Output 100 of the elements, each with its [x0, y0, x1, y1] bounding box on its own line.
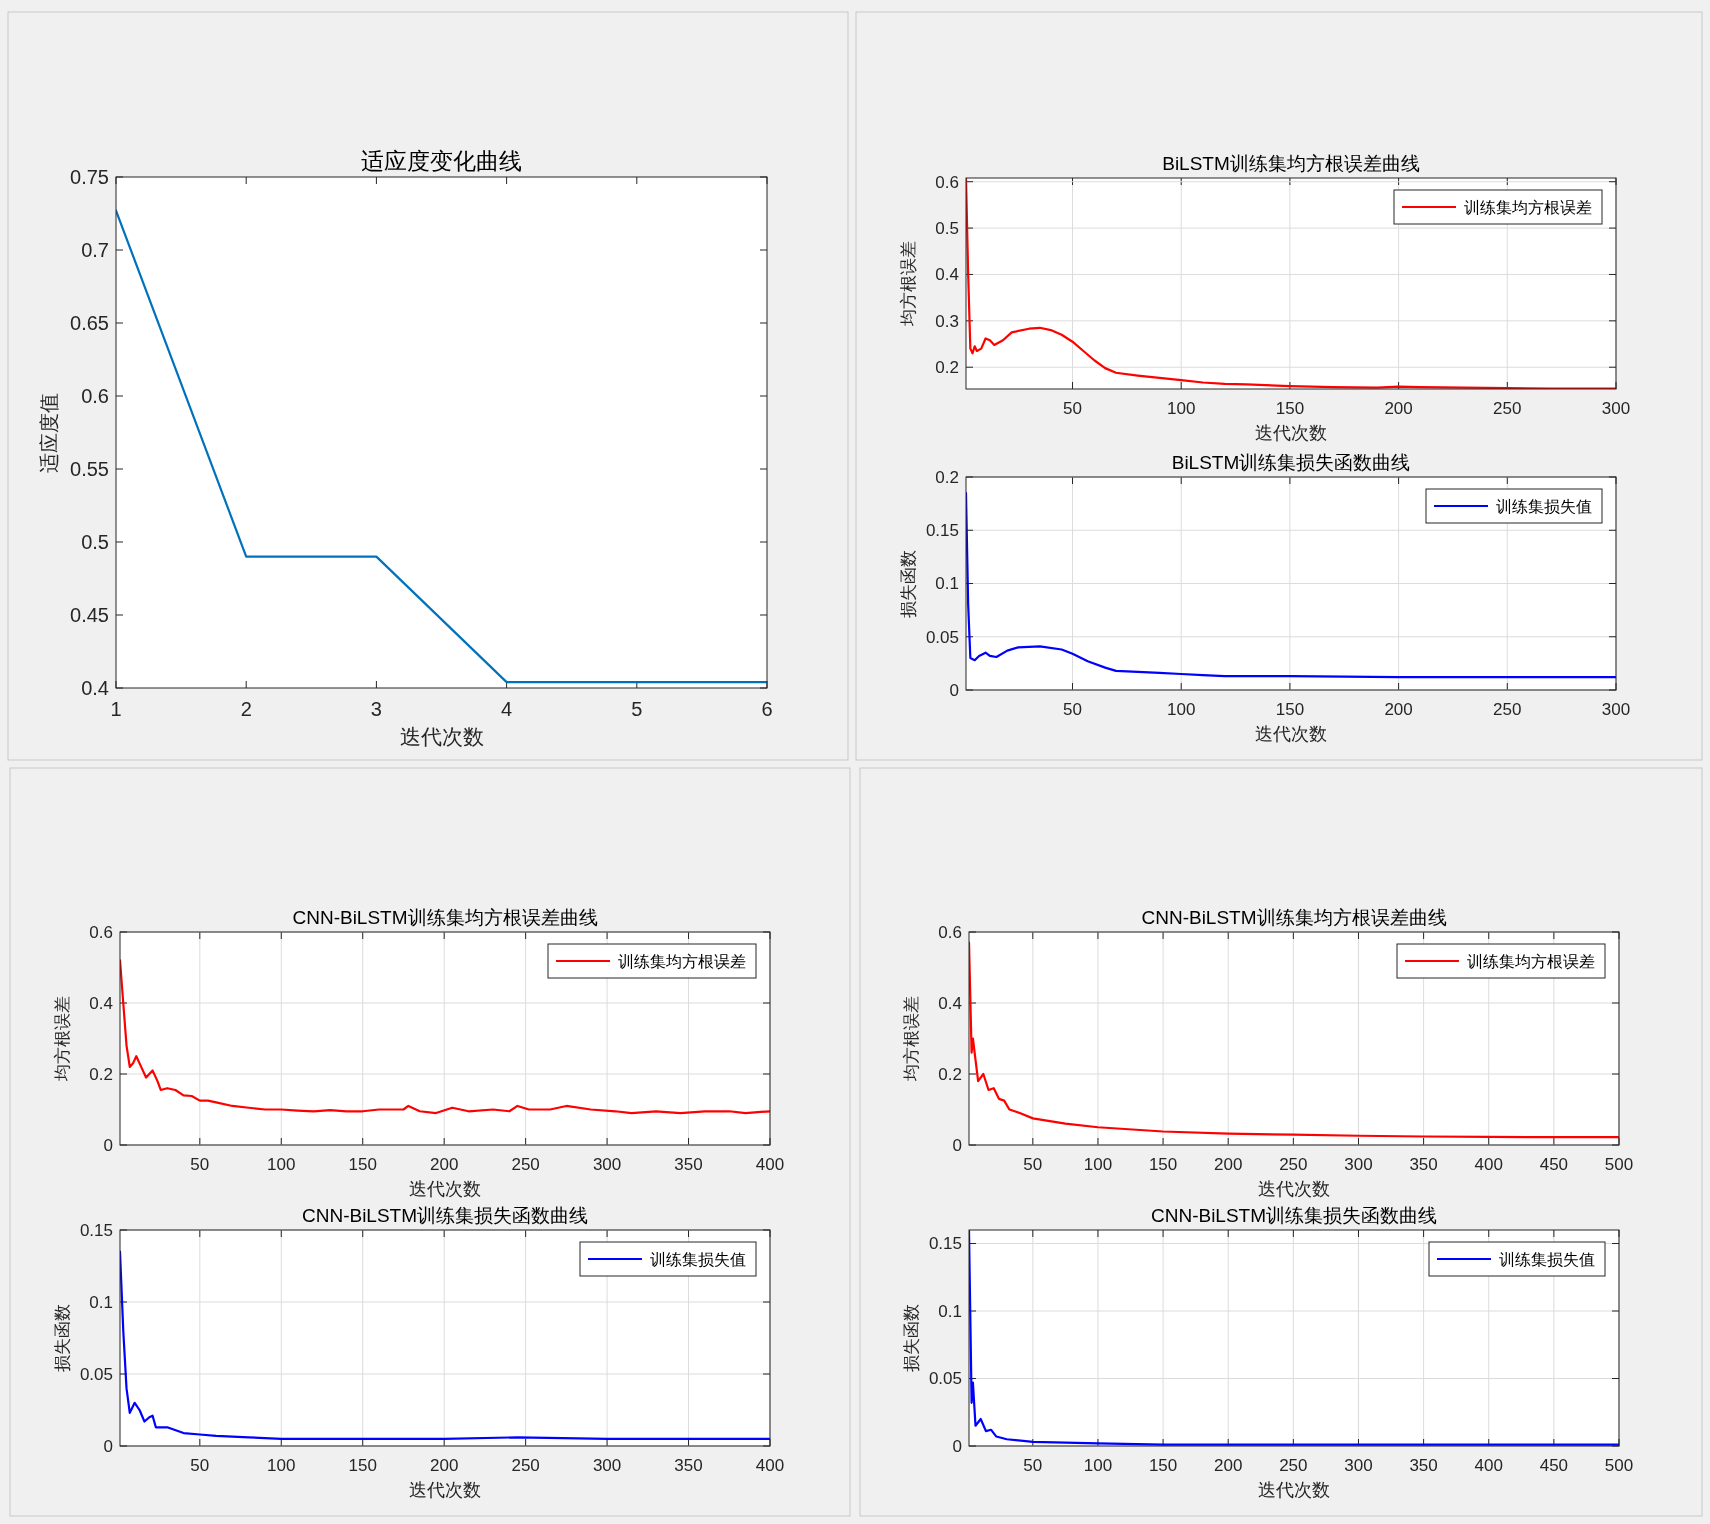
- y-tick-label: 0.05: [928, 1369, 962, 1389]
- x-tick-label: 250: [1279, 1155, 1308, 1174]
- x-tick-label: 150: [348, 1155, 377, 1174]
- legend-label: 训练集损失值: [1499, 1251, 1595, 1268]
- x-axis-title: 迭代次数: [1255, 423, 1327, 443]
- x-tick-label: 250: [511, 1155, 540, 1174]
- chart-title: BiLSTM训练集损失函数曲线: [1171, 452, 1411, 473]
- line-series: [969, 1230, 1619, 1446]
- y-tick-label: 0.5: [935, 219, 959, 239]
- x-tick-label: 50: [1063, 700, 1082, 719]
- x-axis-title: 迭代次数: [1255, 724, 1327, 744]
- y-tick-label: 0.6: [935, 172, 959, 192]
- x-tick-label: 150: [1148, 1155, 1178, 1174]
- y-tick-label: 0.05: [925, 627, 959, 647]
- x-tick-label: 400: [1474, 1456, 1503, 1475]
- y-tick-label: 0.4: [935, 265, 959, 285]
- x-axis-title: 迭代次数: [1258, 1480, 1330, 1500]
- x-tick-label: 350: [674, 1155, 703, 1174]
- x-tick-label: 150: [348, 1456, 377, 1475]
- x-tick-label: 150: [1275, 700, 1305, 719]
- y-tick-label: 0: [103, 1135, 113, 1155]
- y-tick-label: 0: [103, 1436, 113, 1456]
- x-tick-label: 250: [1493, 399, 1522, 418]
- x-tick-label: 200: [430, 1155, 459, 1174]
- y-tick-label: 0.4: [89, 993, 113, 1013]
- x-axis-title: 迭代次数: [409, 1179, 481, 1199]
- y-tick-label: 0.4: [938, 993, 962, 1013]
- x-axis-title: 迭代次数: [1258, 1179, 1330, 1199]
- y-axis-title: 损失函数: [899, 549, 918, 618]
- x-tick-label: 100: [267, 1456, 296, 1475]
- y-tick-label: 0: [952, 1135, 962, 1155]
- x-tick-label: 50: [1063, 399, 1082, 418]
- y-tick-label: 0.3: [935, 311, 959, 331]
- x-tick-label: 150: [1148, 1456, 1178, 1475]
- x-tick-label: 250: [1493, 700, 1522, 719]
- x-tick-label: 50: [1023, 1456, 1043, 1475]
- legend-label: 训练集均方根误差: [618, 953, 746, 970]
- y-tick-label: 0.15: [928, 1234, 962, 1254]
- x-tick-label: 6: [761, 698, 773, 720]
- x-axis-title: 迭代次数: [399, 725, 484, 748]
- y-tick-label: 0.1: [89, 1292, 113, 1312]
- y-tick-label: 0.7: [81, 239, 109, 261]
- x-tick-label: 100: [1167, 700, 1196, 719]
- x-tick-label: 300: [1344, 1456, 1373, 1475]
- x-tick-label: 450: [1539, 1456, 1569, 1475]
- x-tick-label: 50: [190, 1456, 210, 1475]
- x-tick-label: 1: [110, 698, 122, 720]
- x-tick-label: 5: [631, 698, 643, 720]
- y-tick-label: 0.5: [81, 531, 109, 553]
- y-axis-title: 适应度值: [38, 392, 60, 473]
- x-tick-label: 400: [755, 1155, 785, 1174]
- y-axis-title: 均方根误差: [899, 241, 918, 327]
- legend-label: 训练集损失值: [1496, 498, 1592, 515]
- x-tick-label: 350: [1409, 1155, 1438, 1174]
- x-tick-label: 500: [1604, 1155, 1634, 1174]
- chart-title: CNN-BiLSTM训练集均方根误差曲线: [292, 907, 598, 928]
- x-tick-label: 2: [240, 698, 252, 720]
- x-tick-label: 250: [1279, 1456, 1308, 1475]
- x-tick-label: 100: [1083, 1456, 1113, 1475]
- x-tick-label: 3: [370, 698, 382, 720]
- y-tick-label: 0.2: [89, 1064, 113, 1084]
- legend-label: 训练集损失值: [650, 1251, 746, 1268]
- x-tick-label: 400: [1474, 1155, 1503, 1174]
- y-tick-label: 0.1: [938, 1301, 962, 1321]
- x-tick-label: 100: [1083, 1155, 1113, 1174]
- y-tick-label: 0.2: [935, 358, 959, 378]
- x-tick-label: 450: [1539, 1155, 1569, 1174]
- x-tick-label: 500: [1604, 1456, 1634, 1475]
- x-tick-label: 250: [511, 1456, 540, 1475]
- x-tick-label: 300: [592, 1456, 622, 1475]
- y-tick-label: 0.2: [938, 1064, 962, 1084]
- x-tick-label: 200: [1384, 700, 1413, 719]
- x-tick-label: 4: [501, 698, 513, 720]
- x-tick-label: 50: [190, 1155, 210, 1174]
- x-tick-label: 300: [1344, 1155, 1373, 1174]
- legend-label: 训练集均方根误差: [1467, 953, 1595, 970]
- legend-label: 训练集均方根误差: [1464, 199, 1592, 216]
- chart-title: CNN-BiLSTM训练集损失函数曲线: [301, 1205, 589, 1226]
- x-tick-label: 200: [1384, 399, 1413, 418]
- x-tick-label: 50: [1023, 1155, 1043, 1174]
- x-tick-label: 350: [674, 1456, 703, 1475]
- x-tick-label: 100: [267, 1155, 296, 1174]
- x-tick-label: 150: [1275, 399, 1305, 418]
- y-tick-label: 0.75: [70, 166, 109, 188]
- y-tick-label: 0.65: [70, 312, 109, 334]
- x-tick-label: 300: [1601, 399, 1631, 418]
- y-tick-label: 0.1: [935, 574, 959, 594]
- y-tick-label: 0.6: [938, 922, 962, 942]
- x-tick-label: 350: [1409, 1456, 1438, 1475]
- y-axis-title: 均方根误差: [902, 996, 921, 1082]
- x-tick-label: 300: [592, 1155, 622, 1174]
- chart-title: CNN-BiLSTM训练集均方根误差曲线: [1141, 907, 1447, 928]
- y-tick-label: 0.05: [79, 1364, 113, 1384]
- y-tick-label: 0.6: [81, 385, 109, 407]
- y-tick-label: 0: [952, 1436, 962, 1456]
- y-axis-title: 损失函数: [902, 1304, 921, 1372]
- y-axis-title: 均方根误差: [53, 996, 72, 1082]
- y-axis-title: 损失函数: [53, 1304, 72, 1372]
- y-tick-label: 0.55: [70, 458, 109, 480]
- y-tick-label: 0.15: [925, 521, 959, 541]
